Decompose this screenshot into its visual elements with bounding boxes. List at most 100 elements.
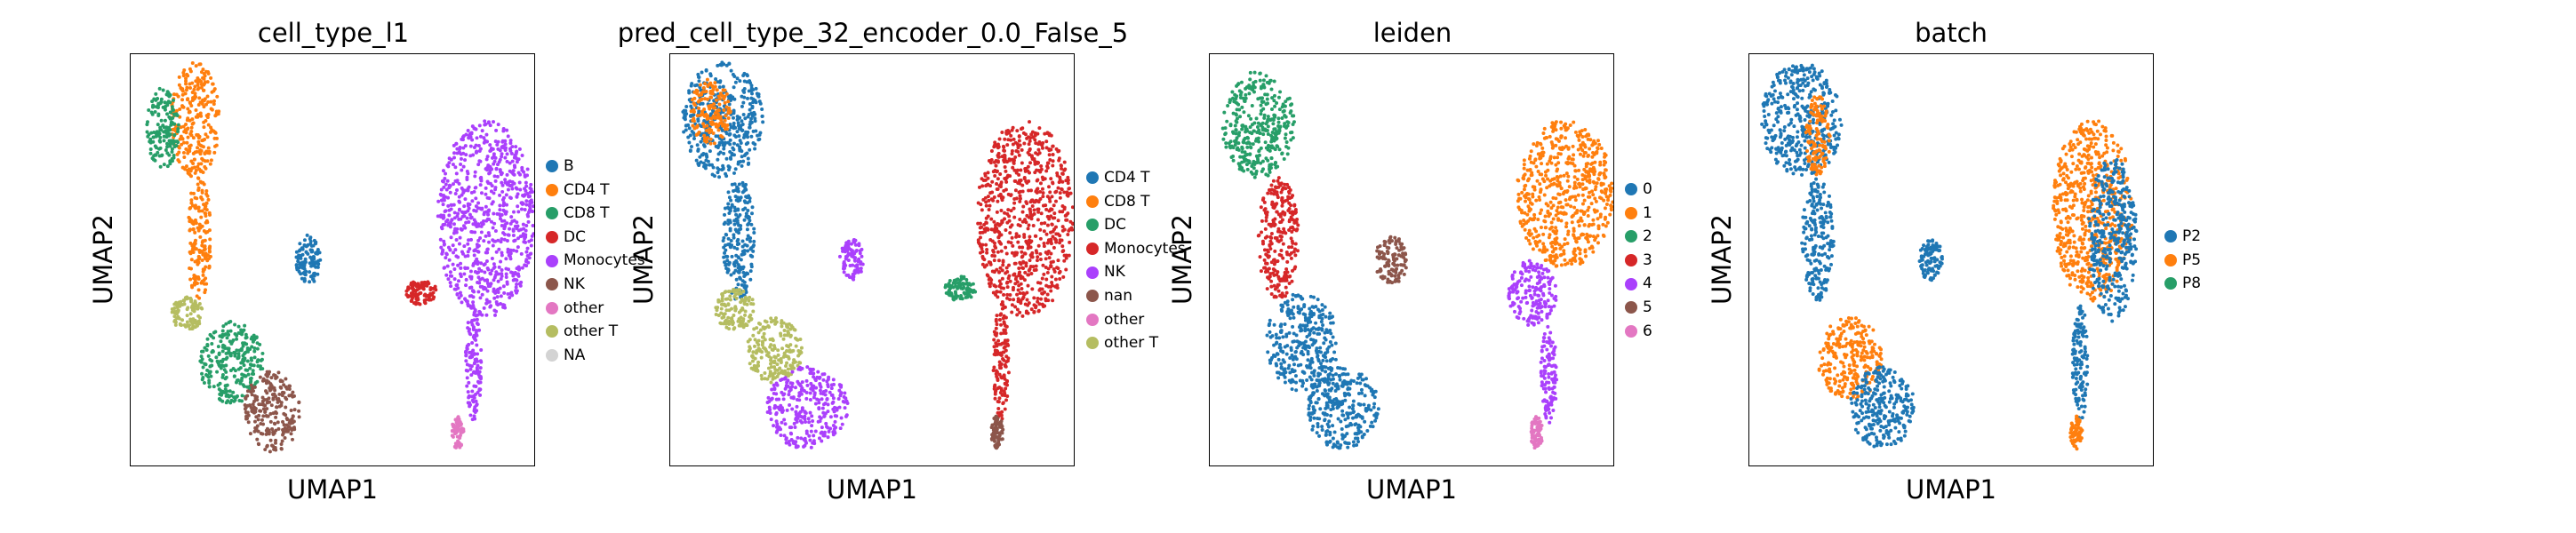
- scatter-point: [844, 243, 848, 248]
- scatter-point: [493, 313, 497, 317]
- scatter-point: [192, 274, 196, 278]
- scatter-point: [448, 190, 452, 195]
- scatter-point: [209, 158, 213, 163]
- scatter-point: [418, 291, 422, 296]
- cluster-other-t: [746, 316, 804, 385]
- scatter-point: [771, 347, 775, 352]
- scatter-point: [995, 349, 999, 354]
- scatter-point: [741, 159, 746, 163]
- scatter-point: [259, 358, 263, 362]
- scatter-point: [479, 177, 484, 181]
- scatter-point: [742, 95, 747, 99]
- scatter-point: [775, 374, 780, 378]
- scatter-point: [1024, 179, 1028, 184]
- scatter-point: [475, 243, 479, 247]
- scatter-point: [198, 152, 203, 156]
- scatter-point: [154, 91, 158, 96]
- legend-label: NA: [564, 346, 586, 364]
- scatter-point: [272, 386, 276, 390]
- scatter-point: [477, 309, 482, 314]
- scatter-point: [474, 196, 478, 201]
- scatter-point: [472, 189, 476, 194]
- scatter-point: [312, 238, 316, 243]
- scatter-point: [466, 326, 470, 330]
- scatter-point: [768, 370, 772, 374]
- scatter-point: [509, 183, 514, 187]
- scatter-point: [476, 313, 480, 317]
- scatter-point: [204, 69, 208, 74]
- scatter-point: [203, 203, 207, 208]
- scatter-point: [855, 266, 860, 271]
- scatter-point: [472, 253, 476, 258]
- scatter-point: [452, 277, 457, 282]
- scatter-point: [458, 235, 462, 240]
- scatter-point: [727, 327, 732, 331]
- scatter-point: [165, 141, 170, 146]
- scatter-point: [471, 303, 476, 307]
- scatter-point: [723, 94, 727, 99]
- scatter-point: [1038, 227, 1043, 232]
- scatter-point: [728, 138, 732, 142]
- scatter-point: [500, 272, 504, 276]
- scatter-point: [988, 161, 993, 165]
- scatter-point: [733, 167, 738, 171]
- scatter-point: [188, 143, 193, 147]
- scatter-point: [510, 179, 515, 184]
- scatter-point: [265, 401, 269, 405]
- scatter-point: [1040, 146, 1044, 150]
- scatter-point: [297, 415, 301, 419]
- scatter-point: [244, 406, 248, 410]
- scatter-point: [460, 227, 464, 232]
- scatter-point: [1021, 290, 1026, 295]
- scatter-point: [996, 338, 1001, 343]
- scatter-point: [236, 324, 241, 329]
- scatter-point: [195, 281, 199, 285]
- scatter-point: [787, 393, 791, 397]
- scatter-point: [520, 266, 524, 270]
- scatter-point: [159, 128, 164, 132]
- scatter-point: [1027, 142, 1031, 147]
- scatter-point: [492, 265, 497, 269]
- scatter-point: [1010, 223, 1014, 227]
- scatter-point: [857, 242, 861, 246]
- scatter-point: [181, 150, 186, 155]
- scatter-point: [996, 250, 1000, 254]
- scatter-point: [469, 276, 474, 281]
- scatter-point: [472, 414, 476, 418]
- scatter-point: [184, 164, 188, 169]
- scatter-point: [698, 155, 702, 159]
- scatter-point: [775, 429, 780, 434]
- scatter-point: [735, 188, 740, 193]
- scatter-point: [701, 161, 706, 165]
- scatter-point: [798, 338, 803, 341]
- scatter-point: [452, 426, 457, 430]
- scatter-point: [818, 388, 822, 393]
- scatter-point: [1026, 311, 1030, 315]
- scatter-point: [256, 429, 260, 434]
- scatter-point: [513, 238, 517, 243]
- scatter-point: [722, 147, 726, 151]
- scatter-point: [741, 113, 746, 117]
- scatter-point: [501, 201, 506, 205]
- scatter-point: [1028, 211, 1033, 216]
- scatter-point: [516, 228, 521, 233]
- scatter-point: [996, 177, 1000, 181]
- scatter-point: [169, 123, 173, 127]
- scatter-point: [1048, 158, 1052, 162]
- scatter-point: [732, 294, 737, 298]
- scatter-point: [1070, 205, 1074, 210]
- scatter-point: [245, 359, 250, 363]
- scatter-point: [433, 284, 437, 289]
- scatter-point: [483, 119, 487, 123]
- scatter-point: [723, 206, 727, 211]
- scatter-point: [170, 306, 174, 311]
- scatter-point: [735, 247, 740, 251]
- scatter-point: [514, 150, 518, 155]
- scatter-point: [732, 314, 736, 318]
- scatter-point: [844, 254, 849, 259]
- scatter-point: [1043, 304, 1047, 308]
- scatter-point: [812, 442, 817, 446]
- scatter-point: [767, 405, 772, 410]
- scatter-point: [734, 198, 739, 203]
- scatter-point: [470, 199, 475, 203]
